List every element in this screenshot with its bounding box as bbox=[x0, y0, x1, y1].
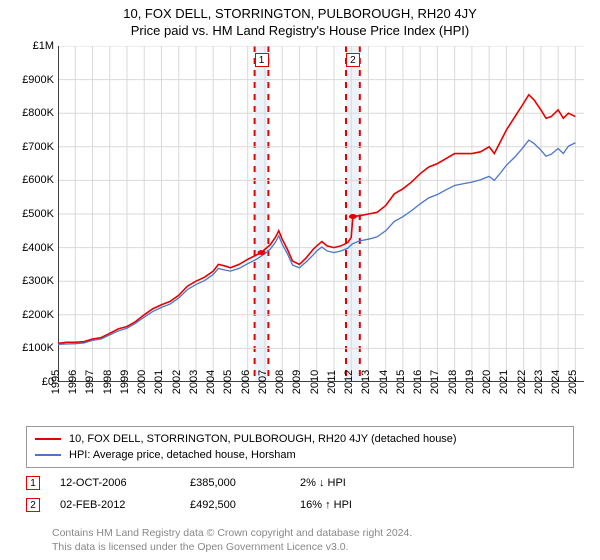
sale-date: 02-FEB-2012 bbox=[60, 499, 170, 511]
sale-row: 1 12-OCT-2006 £385,000 2% ↓ HPI bbox=[26, 472, 574, 494]
y-axis-label: £100K bbox=[22, 342, 58, 354]
chart-area: £0£100K£200K£300K£400K£500K£600K£700K£80… bbox=[8, 42, 592, 422]
x-axis-label: 2000 bbox=[132, 370, 148, 394]
x-axis-label: 1998 bbox=[97, 370, 113, 394]
x-axis-label: 2014 bbox=[373, 370, 389, 394]
sale-diff: 2% ↓ HPI bbox=[300, 477, 380, 489]
x-axis-label: 2006 bbox=[235, 370, 251, 394]
chart-container: 10, FOX DELL, STORRINGTON, PULBOROUGH, R… bbox=[0, 0, 600, 560]
legend-box: 10, FOX DELL, STORRINGTON, PULBOROUGH, R… bbox=[26, 426, 574, 468]
sale-price: £385,000 bbox=[190, 477, 280, 489]
x-axis-label: 2011 bbox=[322, 370, 338, 394]
legend-label: HPI: Average price, detached house, Hors… bbox=[69, 449, 296, 461]
x-axis-label: 2007 bbox=[253, 370, 269, 394]
x-axis-label: 2004 bbox=[201, 370, 217, 394]
sales-table: 1 12-OCT-2006 £385,000 2% ↓ HPI 2 02-FEB-2012… bbox=[26, 472, 574, 516]
y-axis-label: £1M bbox=[33, 40, 58, 52]
sale-date: 12-OCT-2006 bbox=[60, 477, 170, 489]
sale-number-box: 2 bbox=[26, 498, 40, 512]
x-axis-label: 2017 bbox=[425, 370, 441, 394]
y-axis-label: £600K bbox=[22, 174, 58, 186]
y-axis-label: £300K bbox=[22, 275, 58, 287]
titles: 10, FOX DELL, STORRINGTON, PULBOROUGH, R… bbox=[0, 0, 600, 40]
sale-label-marker: 2 bbox=[346, 53, 360, 67]
footer-line: Contains HM Land Registry data © Crown c… bbox=[52, 526, 548, 540]
chart-plot: £0£100K£200K£300K£400K£500K£600K£700K£80… bbox=[58, 46, 584, 382]
sale-diff: 16% ↑ HPI bbox=[300, 499, 380, 511]
x-axis-label: 1996 bbox=[63, 370, 79, 394]
x-axis-label: 2012 bbox=[339, 370, 355, 394]
footer-line: This data is licensed under the Open Gov… bbox=[52, 540, 548, 554]
sale-number-box: 1 bbox=[26, 476, 40, 490]
y-axis-label: £200K bbox=[22, 309, 58, 321]
x-axis-label: 2025 bbox=[563, 370, 579, 394]
x-axis-label: 2022 bbox=[511, 370, 527, 394]
x-axis-label: 2015 bbox=[391, 370, 407, 394]
y-axis-label: £700K bbox=[22, 141, 58, 153]
below-chart-section: 10, FOX DELL, STORRINGTON, PULBOROUGH, R… bbox=[0, 422, 600, 554]
x-axis-label: 2008 bbox=[270, 370, 286, 394]
x-axis-label: 2023 bbox=[529, 370, 545, 394]
sale-price: £492,500 bbox=[190, 499, 280, 511]
x-axis-label: 2020 bbox=[477, 370, 493, 394]
x-axis-label: 2018 bbox=[442, 370, 458, 394]
sale-label-marker: 1 bbox=[255, 53, 269, 67]
x-axis-label: 2005 bbox=[218, 370, 234, 394]
x-axis-label: 2024 bbox=[546, 370, 562, 394]
x-axis-label: 1999 bbox=[115, 370, 131, 394]
x-axis-label: 1995 bbox=[46, 370, 62, 394]
x-axis-label: 2009 bbox=[287, 370, 303, 394]
x-axis-label: 2016 bbox=[408, 370, 424, 394]
legend-swatch bbox=[35, 438, 61, 440]
legend-item: 10, FOX DELL, STORRINGTON, PULBOROUGH, R… bbox=[35, 431, 565, 447]
x-axis-label: 2003 bbox=[184, 370, 200, 394]
y-axis-label: £400K bbox=[22, 242, 58, 254]
title-main: 10, FOX DELL, STORRINGTON, PULBOROUGH, R… bbox=[0, 6, 600, 21]
legend-swatch bbox=[35, 454, 61, 456]
sale-row: 2 02-FEB-2012 £492,500 16% ↑ HPI bbox=[26, 494, 574, 516]
x-axis-label: 1997 bbox=[80, 370, 96, 394]
title-sub: Price paid vs. HM Land Registry's House … bbox=[0, 23, 600, 38]
x-axis-label: 2001 bbox=[149, 370, 165, 394]
y-axis-label: £900K bbox=[22, 74, 58, 86]
footer: Contains HM Land Registry data © Crown c… bbox=[26, 520, 574, 554]
x-axis-label: 2021 bbox=[494, 370, 510, 394]
x-axis-label: 2019 bbox=[460, 370, 476, 394]
x-axis-label: 2013 bbox=[356, 370, 372, 394]
legend-item: HPI: Average price, detached house, Hors… bbox=[35, 447, 565, 463]
x-axis-label: 2010 bbox=[304, 370, 320, 394]
x-axis-label: 2002 bbox=[166, 370, 182, 394]
y-axis-label: £500K bbox=[22, 208, 58, 220]
y-axis-label: £800K bbox=[22, 107, 58, 119]
legend-label: 10, FOX DELL, STORRINGTON, PULBOROUGH, R… bbox=[69, 433, 457, 445]
